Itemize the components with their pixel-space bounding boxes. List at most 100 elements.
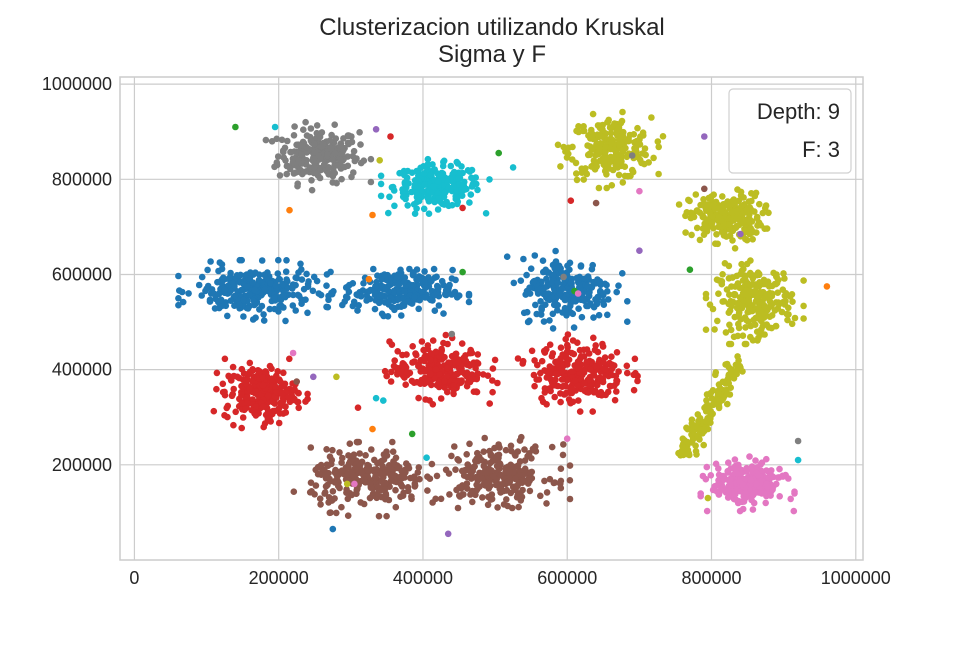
data-point <box>538 357 546 365</box>
data-point <box>431 198 438 206</box>
data-point <box>282 403 289 410</box>
data-point <box>219 380 227 388</box>
data-point <box>520 255 527 263</box>
y-tick-label: 800000 <box>52 169 112 189</box>
data-point <box>430 265 438 273</box>
data-point <box>639 150 646 157</box>
data-point <box>722 329 730 336</box>
data-point <box>236 256 244 264</box>
data-point <box>179 298 187 306</box>
data-point <box>377 180 385 188</box>
data-point <box>287 148 295 156</box>
data-point <box>328 289 335 297</box>
data-point <box>435 378 443 386</box>
data-point <box>351 480 358 488</box>
data-point <box>434 285 442 292</box>
data-point <box>176 287 183 294</box>
data-point <box>613 388 620 395</box>
data-point <box>329 172 337 180</box>
data-point <box>428 460 436 468</box>
data-point <box>449 266 456 274</box>
data-point <box>701 133 708 140</box>
data-point <box>508 447 515 455</box>
data-point <box>427 171 434 179</box>
data-point <box>605 116 612 124</box>
data-point <box>703 207 710 214</box>
data-point <box>374 272 381 280</box>
data-point <box>307 125 315 132</box>
legend-line-depth: Depth: 9 <box>757 99 840 124</box>
data-point <box>365 462 373 470</box>
data-point <box>685 196 692 204</box>
data-point <box>519 360 526 367</box>
data-point <box>331 121 339 128</box>
data-point <box>756 200 763 208</box>
data-point <box>343 480 351 488</box>
data-point <box>421 268 428 275</box>
data-point <box>700 196 707 203</box>
data-point <box>425 377 433 385</box>
data-point <box>369 492 376 500</box>
data-point <box>781 275 788 282</box>
data-point <box>204 266 211 274</box>
data-point <box>441 353 448 361</box>
data-point <box>377 192 385 200</box>
data-point <box>458 467 466 475</box>
legend: Depth: 9 F: 3 <box>728 88 852 174</box>
data-point <box>446 359 454 367</box>
data-point <box>608 182 616 189</box>
data-point <box>754 304 762 312</box>
data-point <box>454 358 462 366</box>
data-point <box>350 147 358 155</box>
data-point <box>787 495 794 503</box>
data-point <box>387 477 395 485</box>
data-point <box>432 348 440 356</box>
data-point <box>518 433 525 441</box>
data-point <box>375 512 383 520</box>
data-point <box>563 435 571 443</box>
data-point <box>528 474 536 482</box>
data-point <box>506 468 513 476</box>
data-point <box>789 298 796 306</box>
data-point <box>432 366 440 373</box>
data-point <box>712 371 719 379</box>
y-tick-label: 200000 <box>52 455 112 475</box>
data-point <box>588 134 596 141</box>
data-point <box>299 142 307 149</box>
data-point <box>533 376 540 383</box>
data-point <box>570 350 578 358</box>
data-point <box>425 210 433 217</box>
data-point <box>740 265 747 273</box>
data-point <box>574 358 582 366</box>
data-point <box>230 372 238 380</box>
data-point <box>596 145 603 152</box>
data-point <box>410 379 418 387</box>
data-point <box>333 373 340 381</box>
data-point <box>615 124 623 132</box>
data-point <box>221 286 229 294</box>
data-point <box>630 386 638 394</box>
y-tick-label: 1000000 <box>42 74 112 94</box>
data-point <box>273 389 280 396</box>
data-point <box>800 277 807 284</box>
data-point <box>742 489 749 497</box>
data-point <box>722 361 729 368</box>
data-point <box>294 182 301 190</box>
data-point <box>604 164 611 172</box>
data-point <box>438 277 446 285</box>
data-point <box>283 170 291 178</box>
data-point <box>213 385 220 393</box>
data-point <box>570 297 578 305</box>
data-point <box>480 448 488 456</box>
data-point <box>615 171 623 179</box>
data-point <box>762 311 769 319</box>
data-point <box>581 297 588 305</box>
data-point <box>244 305 252 312</box>
data-point <box>692 191 700 198</box>
data-point <box>742 324 749 331</box>
data-point <box>768 473 775 481</box>
data-point <box>715 404 723 412</box>
data-point <box>542 301 549 309</box>
data-point <box>691 422 699 430</box>
data-point <box>278 390 286 398</box>
